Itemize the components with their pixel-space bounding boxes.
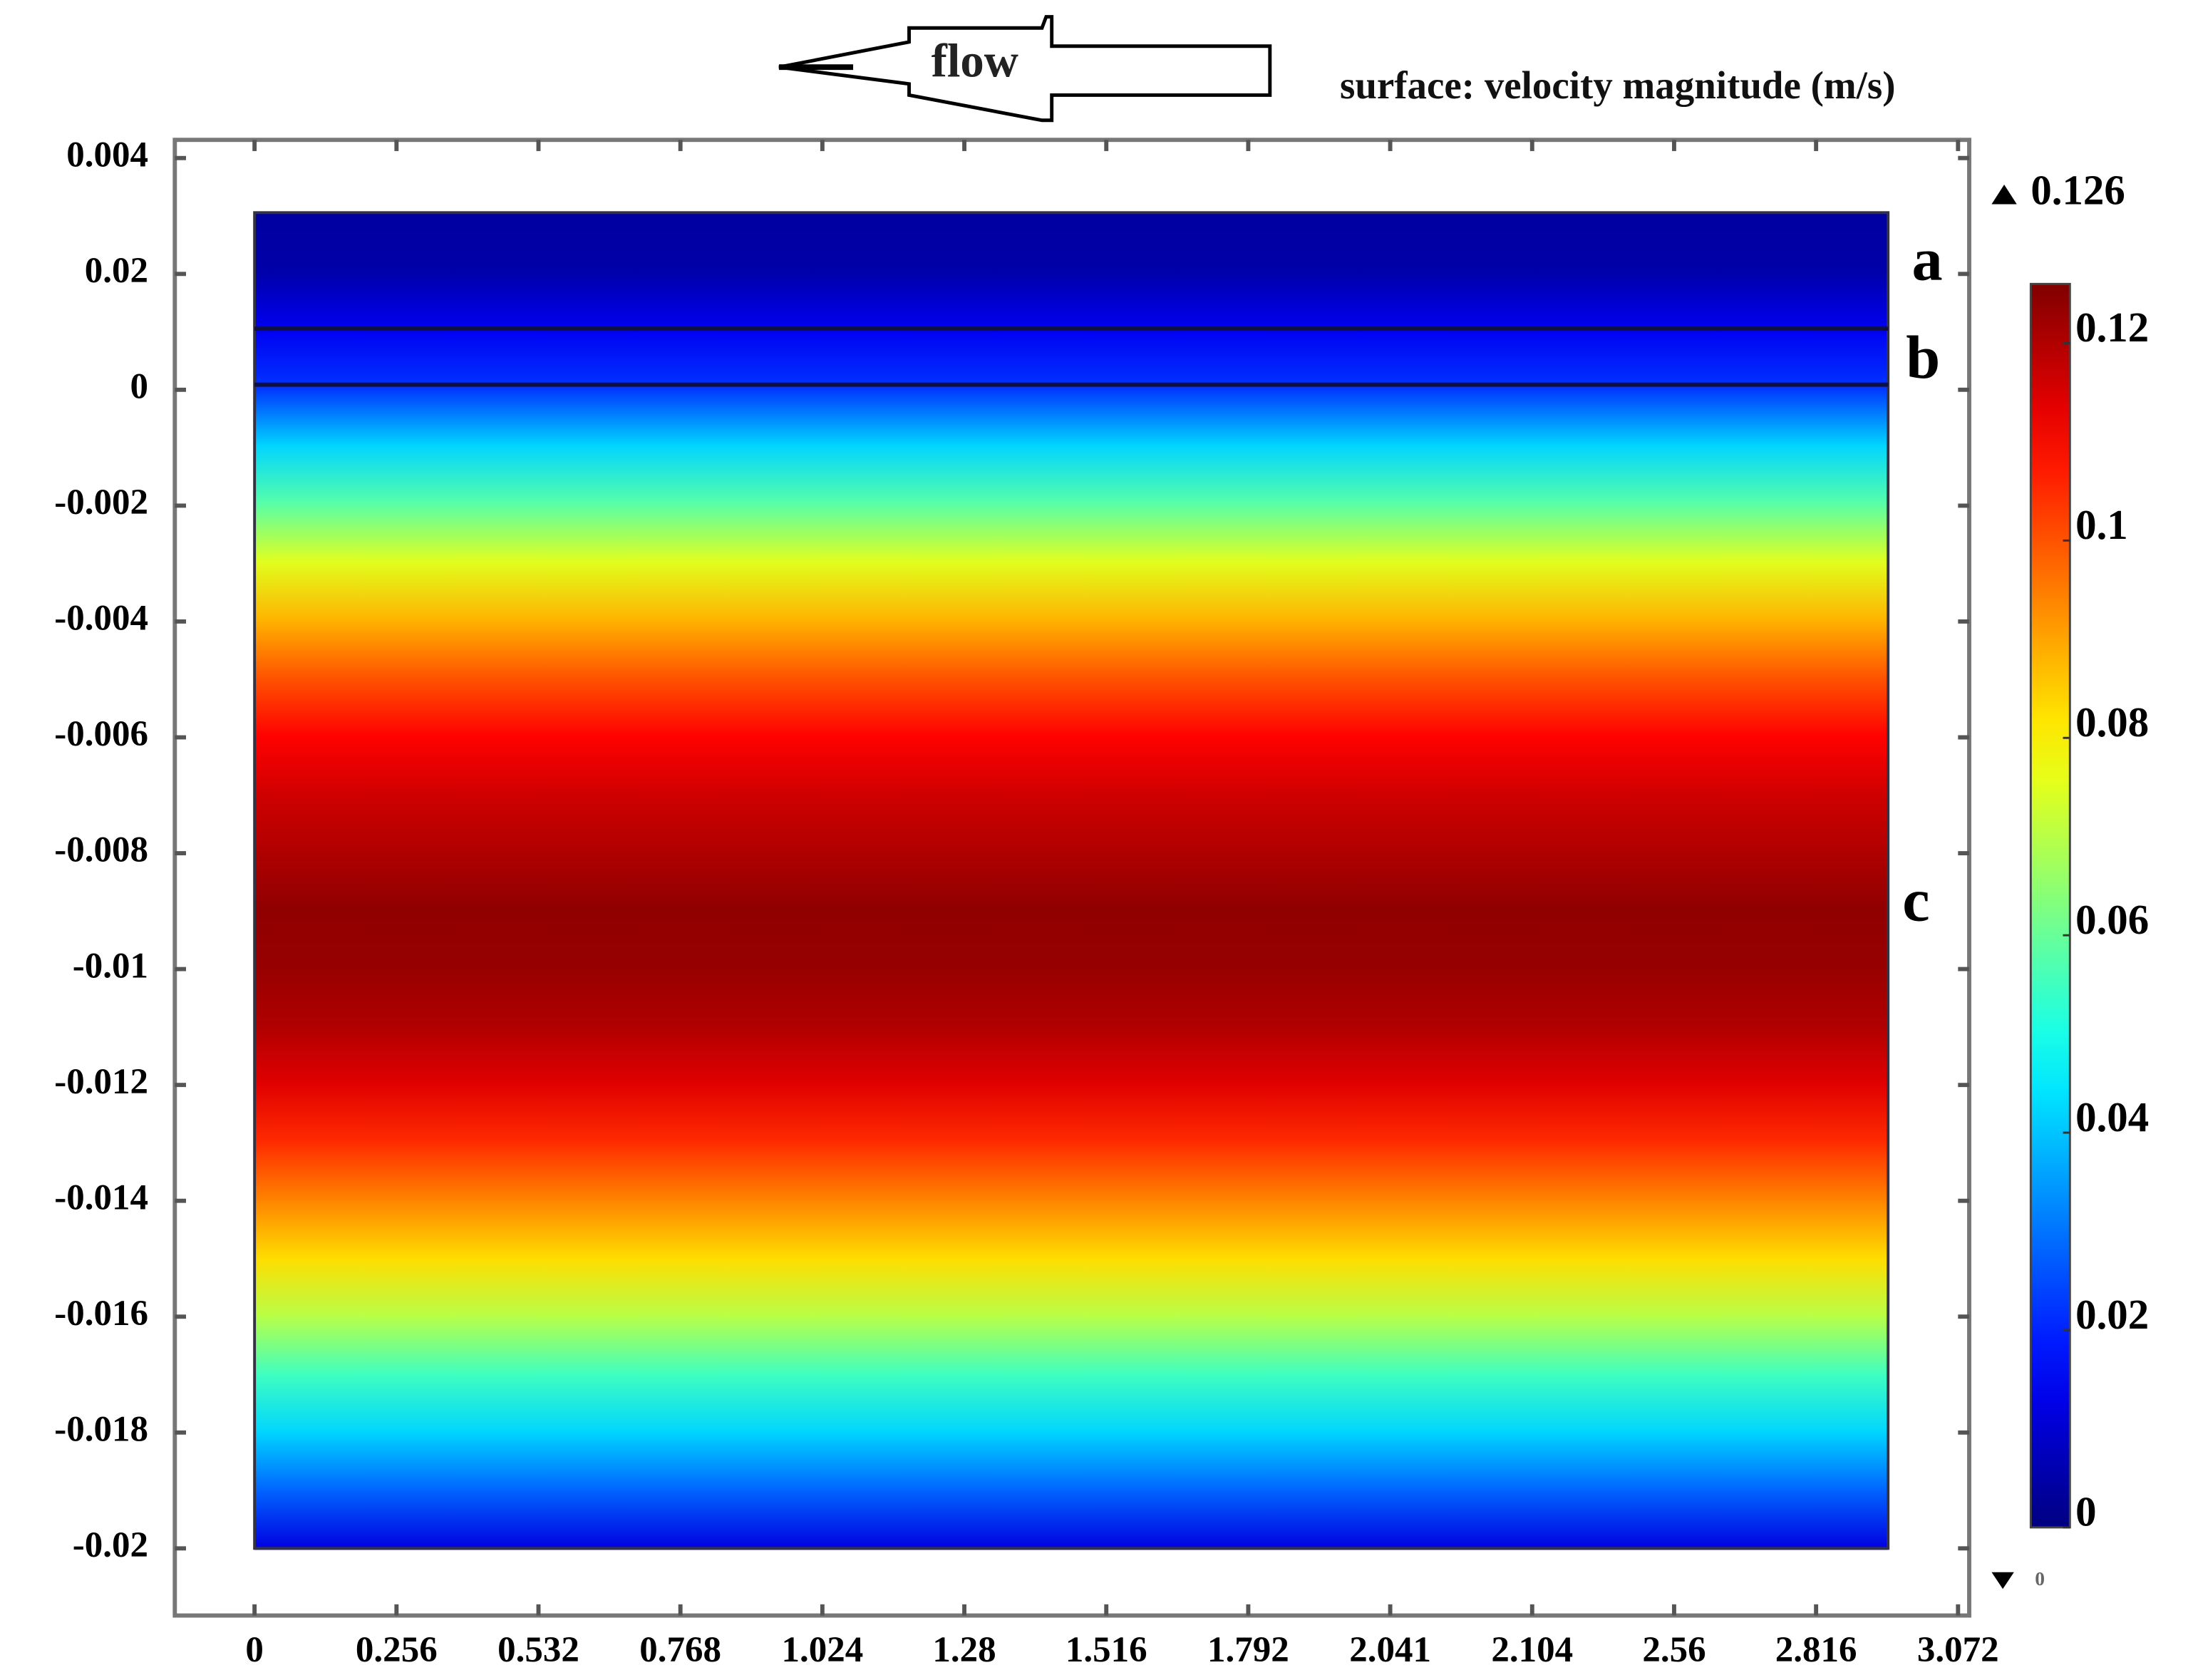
layer-label: a: [1912, 225, 1943, 294]
x-tick-label: 2.816: [1775, 1630, 1857, 1670]
surface-band: [254, 212, 1889, 272]
x-tick-label: 0.256: [356, 1630, 438, 1670]
surface-band: [254, 561, 1889, 620]
y-tick-label: -0.008: [54, 830, 148, 870]
max-marker: [1991, 185, 2017, 205]
y-tick-label: -0.006: [54, 714, 148, 754]
y-tick-label: 0: [130, 367, 148, 407]
x-tick-label: 0.768: [639, 1630, 721, 1670]
colorbar-tick-label: 0.12: [2075, 304, 2149, 351]
colorbar-tick-label: 0.04: [2075, 1094, 2149, 1140]
surface-band: [254, 1490, 1889, 1550]
surface-band: [254, 909, 1889, 969]
flow-label: flow: [932, 36, 1018, 88]
y-tick-label: -0.012: [54, 1062, 148, 1102]
y-tick-label: 0.02: [85, 251, 148, 291]
x-tick-label: 2.104: [1491, 1630, 1573, 1670]
surface-band: [254, 270, 1889, 330]
x-tick-label: 2.041: [1349, 1630, 1431, 1670]
surface-band: [254, 1083, 1889, 1143]
surface-band: [254, 851, 1889, 911]
colorbar-max-label: 0.126: [2031, 167, 2125, 213]
colorbar: [2029, 282, 2071, 1529]
colorbar-min-label: 0: [2035, 1568, 2045, 1589]
y-tick-label: -0.018: [54, 1409, 148, 1449]
y-tick-label: 0.004: [66, 135, 148, 175]
colorbar-tick-label: 0.02: [2075, 1292, 2149, 1338]
surface-band: [254, 1200, 1889, 1259]
surface-band: [254, 967, 1889, 1027]
colorbar-tick-label: 0.1: [2075, 502, 2128, 548]
surface-band: [254, 329, 1889, 388]
surface-band: [254, 1026, 1889, 1085]
chart-title: surface: velocity magnitude (m/s): [1340, 63, 1896, 107]
surface-band: [254, 445, 1889, 504]
surface-band: [254, 1257, 1889, 1317]
surface-band: [254, 503, 1889, 562]
surface-band: [254, 619, 1889, 679]
surface-band: [254, 1432, 1889, 1492]
y-tick-label: -0.004: [54, 599, 148, 639]
flow-arrow: [778, 15, 1272, 123]
y-tick-label: -0.014: [54, 1177, 148, 1217]
x-tick-label: 0.532: [497, 1630, 579, 1670]
x-tick-label: 1.792: [1207, 1630, 1289, 1670]
x-tick-label: 1.28: [932, 1630, 996, 1670]
x-tick-label: 0: [245, 1630, 264, 1670]
min-marker: [1991, 1572, 2014, 1589]
y-tick-label: -0.02: [73, 1525, 148, 1565]
surface-band: [254, 386, 1889, 446]
surface-outline: [253, 211, 1890, 1550]
surface-band: [254, 1316, 1889, 1376]
x-tick-label: 1.516: [1065, 1630, 1147, 1670]
surface-band: [254, 1141, 1889, 1201]
layer-label: b: [1906, 323, 1940, 391]
surface-band: [254, 677, 1889, 736]
colorbar-tick-label: 0: [2075, 1489, 2096, 1535]
y-tick-label: -0.016: [54, 1294, 148, 1334]
surface-band: [254, 735, 1889, 795]
surface-band: [254, 1374, 1889, 1433]
colorbar-tick-label: 0.06: [2075, 897, 2149, 943]
x-tick-label: 3.072: [1917, 1630, 1999, 1670]
surface-band: [254, 793, 1889, 852]
x-tick-label: 1.024: [781, 1630, 863, 1670]
layer-label: c: [1902, 865, 1929, 934]
y-tick-label: -0.01: [73, 946, 148, 986]
x-tick-label: 2.56: [1642, 1630, 1706, 1670]
colorbar-tick-label: 0.08: [2075, 699, 2149, 746]
y-tick-label: -0.002: [54, 483, 148, 522]
